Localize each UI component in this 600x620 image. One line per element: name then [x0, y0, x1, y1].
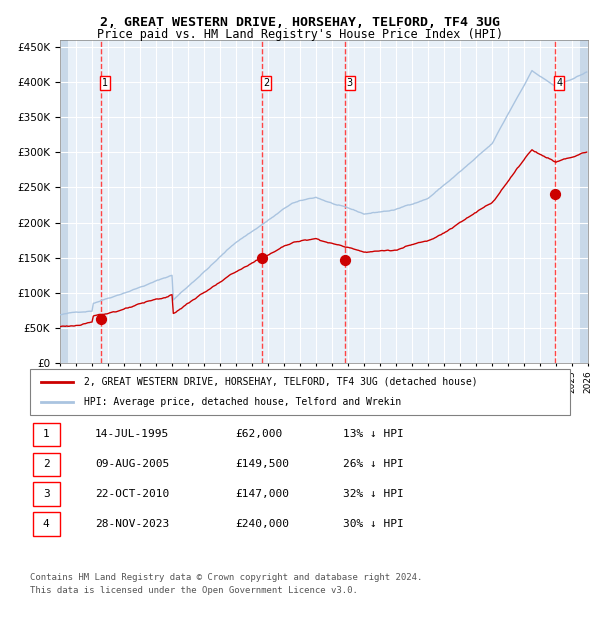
Text: Contains HM Land Registry data © Crown copyright and database right 2024.: Contains HM Land Registry data © Crown c…	[30, 574, 422, 583]
Bar	[580, 40, 588, 363]
Text: 22-OCT-2010: 22-OCT-2010	[95, 489, 169, 499]
Text: 32% ↓ HPI: 32% ↓ HPI	[343, 489, 404, 499]
Text: 09-AUG-2005: 09-AUG-2005	[95, 459, 169, 469]
Text: 3: 3	[347, 78, 353, 88]
Bar	[60, 40, 68, 363]
Text: 1: 1	[102, 78, 108, 88]
Point	[257, 253, 266, 263]
Point	[550, 190, 559, 200]
Text: 3: 3	[43, 489, 50, 499]
Text: 28-NOV-2023: 28-NOV-2023	[95, 519, 169, 529]
FancyBboxPatch shape	[33, 423, 60, 446]
Text: 4: 4	[43, 519, 50, 529]
Text: £149,500: £149,500	[235, 459, 289, 469]
Text: £240,000: £240,000	[235, 519, 289, 529]
FancyBboxPatch shape	[30, 369, 570, 415]
Point	[340, 255, 350, 265]
Text: Price paid vs. HM Land Registry's House Price Index (HPI): Price paid vs. HM Land Registry's House …	[97, 28, 503, 41]
Text: £147,000: £147,000	[235, 489, 289, 499]
Text: 2: 2	[43, 459, 50, 469]
Text: 2, GREAT WESTERN DRIVE, HORSEHAY, TELFORD, TF4 3UG: 2, GREAT WESTERN DRIVE, HORSEHAY, TELFOR…	[100, 16, 500, 29]
Point	[96, 314, 106, 324]
Text: £62,000: £62,000	[235, 429, 283, 440]
Text: 4: 4	[556, 78, 562, 88]
Text: 30% ↓ HPI: 30% ↓ HPI	[343, 519, 404, 529]
FancyBboxPatch shape	[33, 482, 60, 506]
Text: 2, GREAT WESTERN DRIVE, HORSEHAY, TELFORD, TF4 3UG (detached house): 2, GREAT WESTERN DRIVE, HORSEHAY, TELFOR…	[84, 377, 478, 387]
Text: 26% ↓ HPI: 26% ↓ HPI	[343, 459, 404, 469]
FancyBboxPatch shape	[33, 453, 60, 476]
Text: 1: 1	[43, 429, 50, 440]
Text: 14-JUL-1995: 14-JUL-1995	[95, 429, 169, 440]
Text: 13% ↓ HPI: 13% ↓ HPI	[343, 429, 404, 440]
Text: This data is licensed under the Open Government Licence v3.0.: This data is licensed under the Open Gov…	[30, 586, 358, 595]
Text: HPI: Average price, detached house, Telford and Wrekin: HPI: Average price, detached house, Telf…	[84, 397, 401, 407]
Text: 2: 2	[263, 78, 269, 88]
FancyBboxPatch shape	[33, 512, 60, 536]
